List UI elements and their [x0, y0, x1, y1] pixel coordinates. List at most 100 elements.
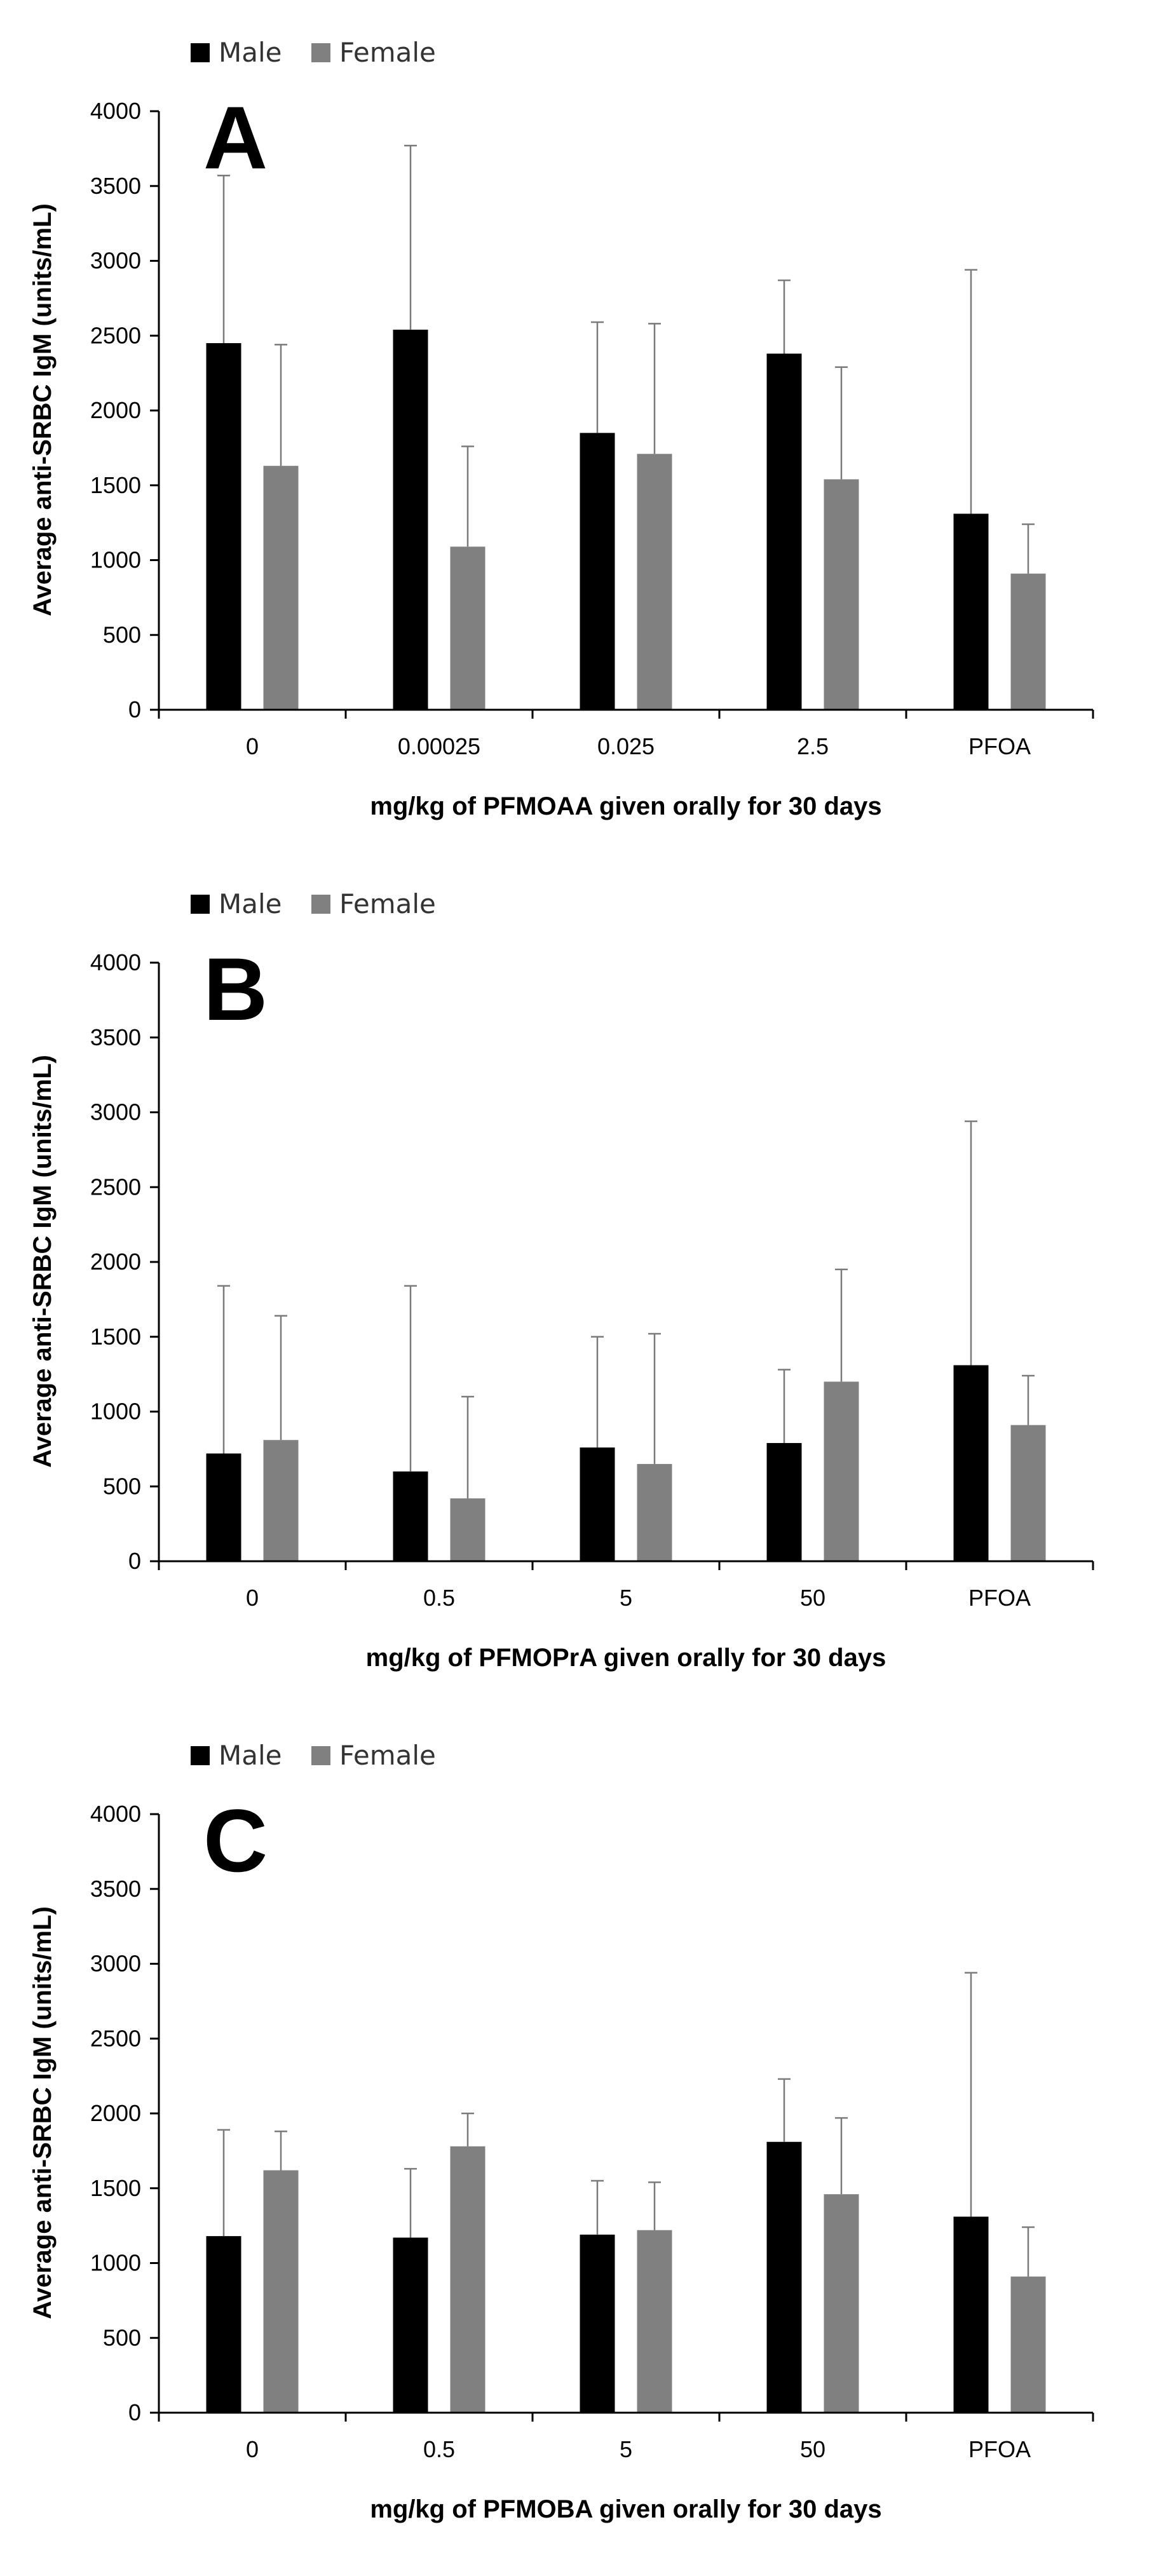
bar-male [206, 1453, 241, 1561]
y-tick-label: 3500 [90, 173, 141, 199]
y-tick-label: 2000 [90, 1249, 141, 1275]
bar-female [450, 1498, 486, 1561]
panel-label: A [203, 88, 268, 187]
y-tick-label: 1000 [90, 2250, 141, 2276]
legend-label-female: Female [339, 37, 436, 68]
x-tick-label: 2.5 [797, 733, 829, 759]
y-axis-title: Average anti-SRBC IgM (units/mL) [29, 1906, 57, 2319]
bar-female [450, 546, 486, 710]
legend-label-female: Female [339, 888, 436, 919]
bar-male [393, 2237, 428, 2413]
y-tick-label: 1000 [90, 1399, 141, 1425]
legend-label-male: Male [219, 1740, 282, 1771]
y-tick-label: 0 [128, 2399, 141, 2425]
x-tick-label: 50 [800, 1585, 825, 1611]
legend-swatch-female [311, 895, 330, 914]
x-tick-label: 0 [246, 2436, 259, 2462]
bar-female [824, 1381, 859, 1561]
x-tick-label: 0.025 [597, 733, 655, 759]
y-tick-label: 4000 [90, 949, 141, 975]
bars [206, 1972, 1046, 2413]
x-tick-label: 0 [246, 1585, 259, 1611]
bar-female [263, 2170, 299, 2413]
y-tick-label: 500 [103, 2324, 141, 2350]
bar-female [637, 1463, 672, 1561]
y-tick-label: 1000 [90, 547, 141, 573]
legend-swatch-male [191, 43, 210, 62]
y-tick-label: 2500 [90, 322, 141, 348]
bar-male [580, 1447, 615, 1561]
y-tick-label: 500 [103, 1473, 141, 1499]
legend-swatch-male [191, 895, 210, 914]
legend-label-male: Male [219, 888, 282, 919]
y-tick-label: 2000 [90, 2100, 141, 2126]
chart-panel-a: Male Female A Average anti-SRBC IgM (uni… [29, 37, 1094, 820]
x-tick-label: PFOA [968, 2436, 1031, 2462]
bar-male [953, 513, 989, 710]
y-tick-label: 2500 [90, 1174, 141, 1200]
y-tick-label: 4000 [90, 98, 141, 124]
x-tick-label: PFOA [968, 733, 1031, 759]
x-tick-label: 0.5 [423, 2436, 455, 2462]
x-tick-label: 5 [620, 1585, 632, 1611]
y-tick-label: 1500 [90, 2175, 141, 2201]
y-tick-label: 3000 [90, 1099, 141, 1125]
bar-female [637, 454, 672, 710]
bar-male [766, 1442, 802, 1561]
x-tick-label: PFOA [968, 1585, 1031, 1611]
y-tick-label: 2000 [90, 397, 141, 423]
x-axis-title: mg/kg of PFMOBA given orally for 30 days [370, 2495, 881, 2523]
y-tick-label: 2500 [90, 2025, 141, 2051]
x-axis: 0 0.00025 0.025 2.5 PFOA [158, 710, 1094, 759]
chart-panel-c: Male Female C Average anti-SRBC IgM (uni… [29, 1740, 1094, 2523]
bar-male [206, 343, 241, 710]
bars [206, 144, 1046, 710]
legend-swatch-female [311, 43, 330, 62]
legend-label-male: Male [219, 37, 282, 68]
x-axis: 0 0.5 5 50 PFOA [158, 2413, 1094, 2462]
bar-male [206, 2236, 241, 2413]
x-axis: 0 0.5 5 50 PFOA [158, 1561, 1094, 1611]
y-axis: 0 500 1000 1500 2000 2500 3000 3500 4000 [90, 98, 159, 722]
y-tick-label: 3500 [90, 1024, 141, 1050]
legend-label-female: Female [339, 1740, 436, 1771]
bar-male [580, 433, 615, 710]
bars [206, 1120, 1046, 1561]
y-axis-title: Average anti-SRBC IgM (units/mL) [29, 203, 57, 616]
bar-male [766, 2141, 802, 2413]
x-axis-title: mg/kg of PFMOPrA given orally for 30 day… [366, 1644, 886, 1672]
bar-female [263, 466, 299, 710]
y-tick-label: 3500 [90, 1876, 141, 1902]
x-tick-label: 5 [620, 2436, 632, 2462]
panel-label: B [203, 939, 268, 1039]
bar-female [824, 479, 859, 710]
bar-male [953, 1365, 989, 1561]
bar-female [450, 2146, 486, 2413]
panel-label: C [203, 1791, 268, 1890]
y-tick-label: 1500 [90, 1324, 141, 1350]
legend-swatch-female [311, 1746, 330, 1765]
y-tick-label: 1500 [90, 472, 141, 498]
y-axis-title: Average anti-SRBC IgM (units/mL) [29, 1055, 57, 1468]
bar-female [263, 1440, 299, 1561]
bar-female [637, 2230, 672, 2413]
y-tick-label: 0 [128, 1548, 141, 1574]
bar-female [1010, 2276, 1046, 2413]
bar-male [393, 1471, 428, 1561]
y-tick-label: 500 [103, 621, 141, 647]
x-tick-label: 0.5 [423, 1585, 455, 1611]
y-axis: 0 500 1000 1500 2000 2500 3000 3500 4000 [90, 949, 159, 1574]
bar-male [766, 353, 802, 710]
bar-male [953, 2216, 989, 2413]
bar-male [580, 2234, 615, 2413]
y-tick-label: 4000 [90, 1801, 141, 1827]
x-tick-label: 0.00025 [398, 733, 480, 759]
bar-female [1010, 573, 1046, 710]
x-tick-label: 0 [246, 733, 259, 759]
bar-female [824, 2194, 859, 2413]
chart-panel-b: Male Female B Average anti-SRBC IgM (uni… [29, 888, 1094, 1672]
legend-swatch-male [191, 1746, 210, 1765]
y-tick-label: 3000 [90, 248, 141, 274]
x-axis-title: mg/kg of PFMOAA given orally for 30 days [370, 792, 881, 820]
y-tick-label: 3000 [90, 1951, 141, 1977]
